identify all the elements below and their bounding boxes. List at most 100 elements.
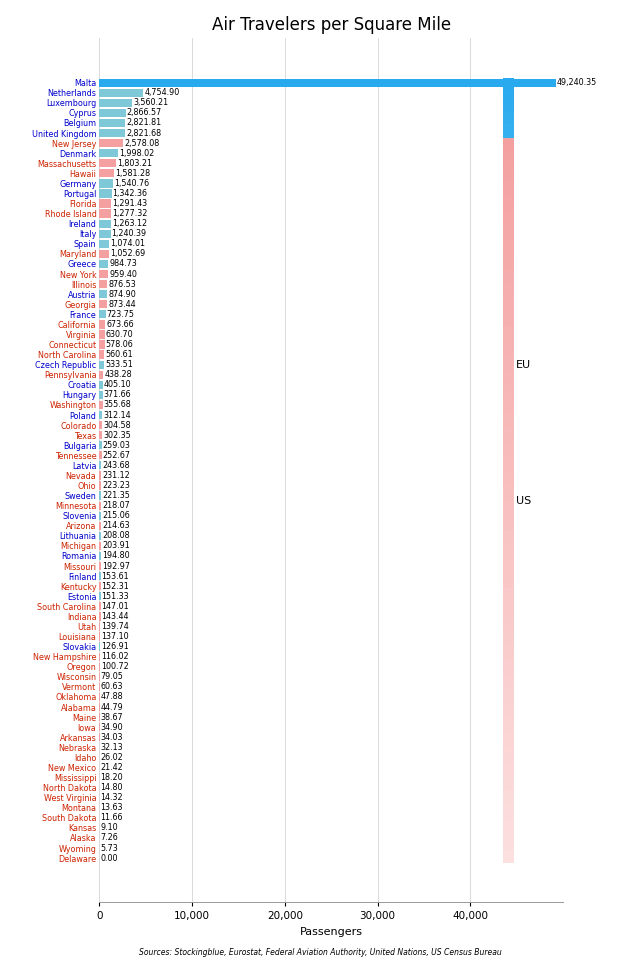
Bar <box>503 443 514 457</box>
Bar <box>503 640 514 652</box>
Text: 18.20: 18.20 <box>100 773 123 782</box>
Text: 7.26: 7.26 <box>100 833 118 843</box>
Text: 355.68: 355.68 <box>104 400 131 410</box>
Bar <box>99 552 101 560</box>
Text: US: US <box>516 495 531 506</box>
Text: 32.13: 32.13 <box>100 743 123 752</box>
Bar <box>503 617 514 629</box>
Bar <box>503 571 514 583</box>
Bar <box>99 492 101 500</box>
Bar <box>503 849 514 863</box>
Bar <box>503 181 514 196</box>
Bar <box>99 99 132 107</box>
Bar <box>99 169 114 178</box>
Text: EU: EU <box>516 360 531 370</box>
Bar <box>503 399 514 411</box>
Text: 1,540.76: 1,540.76 <box>115 179 150 188</box>
Bar <box>503 434 514 445</box>
Text: 44.79: 44.79 <box>100 703 124 711</box>
Text: 2,866.57: 2,866.57 <box>127 108 162 117</box>
Bar <box>99 321 106 328</box>
Bar <box>99 562 101 570</box>
Text: 38.67: 38.67 <box>100 712 123 722</box>
Text: 252.67: 252.67 <box>102 451 131 460</box>
Bar <box>99 653 100 660</box>
Bar <box>503 170 514 181</box>
Bar <box>503 138 514 153</box>
Bar <box>503 602 514 616</box>
Bar <box>99 300 108 308</box>
Bar <box>99 673 100 681</box>
Bar <box>503 269 514 283</box>
Bar <box>99 592 100 600</box>
Text: 152.31: 152.31 <box>102 582 129 590</box>
Bar <box>99 341 104 348</box>
Bar <box>503 307 514 319</box>
Bar <box>503 606 514 617</box>
Bar <box>503 414 514 428</box>
Text: 302.35: 302.35 <box>103 431 131 440</box>
Bar <box>503 491 514 502</box>
Bar <box>99 532 101 540</box>
Bar <box>503 457 514 468</box>
Text: 79.05: 79.05 <box>101 672 124 682</box>
Bar <box>99 330 105 339</box>
Bar <box>99 350 104 359</box>
Text: 5.73: 5.73 <box>100 844 118 852</box>
Bar <box>99 240 109 248</box>
X-axis label: Passengers: Passengers <box>300 927 363 937</box>
Bar <box>503 445 514 457</box>
Text: 153.61: 153.61 <box>102 571 129 581</box>
Bar <box>503 616 514 631</box>
Bar <box>503 342 514 353</box>
Text: 47.88: 47.88 <box>100 692 123 702</box>
Bar <box>99 461 102 469</box>
Text: 100.72: 100.72 <box>101 662 129 671</box>
Bar <box>503 250 514 261</box>
Bar <box>503 78 514 89</box>
Bar <box>503 101 514 112</box>
Bar <box>99 642 100 651</box>
Bar <box>503 399 514 414</box>
Bar <box>99 159 116 167</box>
Bar <box>503 468 514 479</box>
Bar <box>99 250 109 258</box>
Text: 218.07: 218.07 <box>102 501 130 510</box>
Bar <box>99 512 101 520</box>
Text: 60.63: 60.63 <box>100 683 123 691</box>
Bar <box>503 196 514 210</box>
Bar <box>503 411 514 422</box>
Bar <box>503 319 514 330</box>
Bar <box>503 544 514 559</box>
Bar <box>503 834 514 849</box>
Text: 231.12: 231.12 <box>102 471 130 480</box>
Bar <box>99 572 100 580</box>
Bar <box>503 559 514 573</box>
Bar <box>503 238 514 250</box>
Bar <box>99 88 143 97</box>
Bar <box>99 441 102 449</box>
Bar <box>503 192 514 204</box>
Bar <box>503 388 514 399</box>
Bar <box>99 270 108 278</box>
Text: 304.58: 304.58 <box>103 420 131 429</box>
Text: 13.63: 13.63 <box>100 804 123 812</box>
Bar <box>99 280 108 288</box>
Text: 3,560.21: 3,560.21 <box>133 98 168 108</box>
Text: 1,052.69: 1,052.69 <box>110 250 145 258</box>
Text: 1,263.12: 1,263.12 <box>112 219 147 228</box>
Text: 223.23: 223.23 <box>102 481 130 490</box>
Bar <box>99 108 126 117</box>
Bar <box>503 718 514 732</box>
Bar <box>99 180 113 187</box>
Text: 984.73: 984.73 <box>109 259 137 269</box>
Bar <box>503 422 514 434</box>
Text: 405.10: 405.10 <box>104 380 131 390</box>
Text: 371.66: 371.66 <box>104 391 131 399</box>
Text: 438.28: 438.28 <box>104 371 132 379</box>
Bar <box>503 805 514 820</box>
Bar <box>503 525 514 537</box>
Bar <box>99 229 111 238</box>
Text: 147.01: 147.01 <box>102 602 129 611</box>
Bar <box>99 401 102 409</box>
